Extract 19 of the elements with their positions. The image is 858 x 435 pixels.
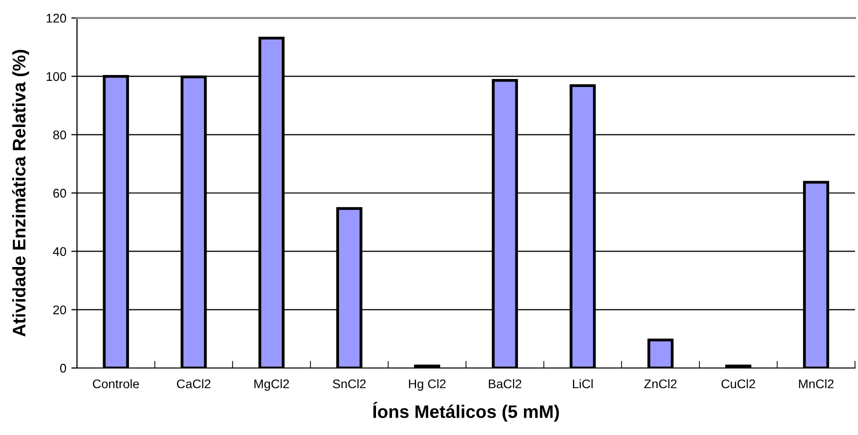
- y-tick-label: 20: [53, 305, 66, 314]
- x-axis-title: Íons Metálicos (5 mM): [373, 402, 559, 422]
- x-tick-label: CuCl2: [722, 379, 756, 388]
- x-tick-label: SnCl2: [332, 379, 366, 388]
- x-tick-label: MnCl2: [799, 379, 834, 388]
- x-tick-label: Controle: [92, 379, 139, 388]
- y-tick-label: 0: [60, 364, 66, 373]
- y-tick-label: 80: [53, 130, 66, 140]
- y-tick-label: 100: [46, 72, 66, 81]
- x-tick-label: ZnCl2: [644, 379, 677, 388]
- y-tick-label: 120: [46, 14, 66, 23]
- x-tick-label: MgCl2: [254, 379, 289, 391]
- y-tick-label: 60: [53, 188, 66, 198]
- x-tick-label: Hg Cl2: [409, 379, 446, 391]
- x-tick-label: LiCl: [572, 379, 593, 388]
- y-axis-title: Atividade Enzimática Relativa (%): [12, 50, 30, 337]
- x-tick-label: BaCl2: [488, 379, 522, 388]
- x-tick-label: CaCl2: [176, 379, 210, 388]
- y-tick-label: 40: [52, 247, 66, 256]
